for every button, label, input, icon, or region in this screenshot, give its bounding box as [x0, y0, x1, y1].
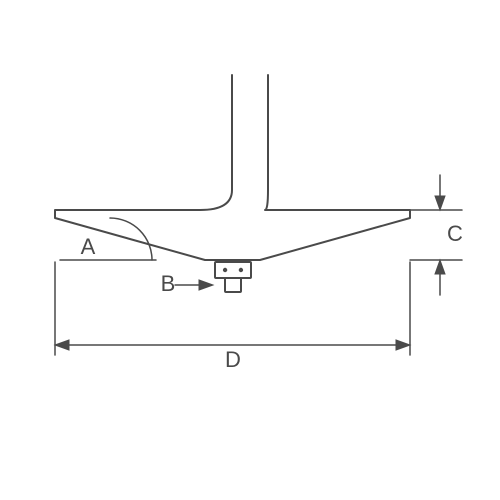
label-c: C: [447, 221, 463, 246]
bearing: [215, 262, 251, 292]
label-b: B: [161, 271, 176, 296]
router-bit-outline: [55, 75, 410, 260]
label-a: A: [81, 234, 96, 259]
label-d: D: [225, 347, 241, 372]
